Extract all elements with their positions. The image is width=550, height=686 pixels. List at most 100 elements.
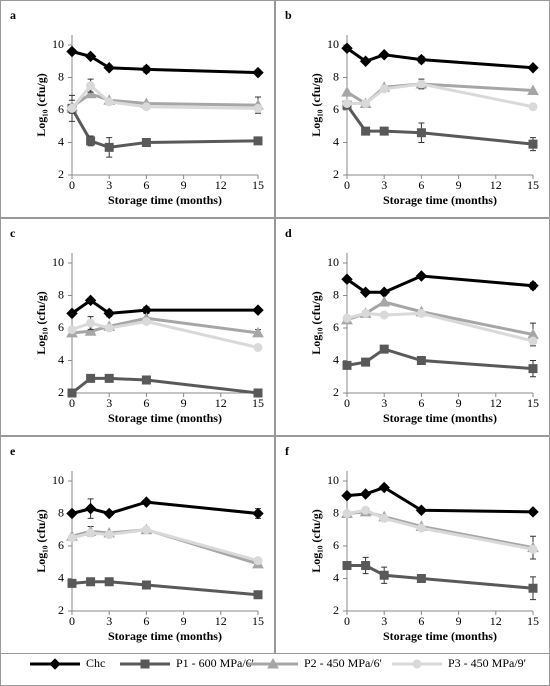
x-tick-label: 0 [69, 396, 75, 410]
marker [66, 307, 78, 320]
x-tick-label: 6 [418, 614, 424, 628]
marker [415, 270, 428, 282]
x-tick-label: 9 [456, 614, 462, 628]
marker [253, 388, 263, 398]
marker [104, 142, 114, 152]
marker [379, 126, 389, 136]
marker [104, 323, 114, 333]
series-line [346, 510, 534, 550]
marker [361, 505, 371, 515]
series-line [346, 347, 534, 371]
marker [67, 103, 77, 113]
y-tick-label: 6 [58, 102, 64, 116]
marker [378, 295, 391, 307]
marker [527, 506, 539, 518]
marker [416, 523, 426, 533]
x-axis-label: Storage time (months) [108, 629, 222, 643]
marker [361, 99, 371, 108]
panel: 2 4 6 8 10 0 3 6 9 12 15 Storage time (months) Log₁₀… [0, 436, 275, 654]
marker [379, 84, 389, 94]
y-tick-label: 8 [333, 69, 339, 83]
series-line [71, 376, 259, 395]
x-tick-label: 15 [527, 178, 539, 192]
marker [528, 139, 538, 149]
y-tick-label: 10 [327, 37, 339, 51]
marker [84, 325, 97, 336]
panel-border [0, 436, 275, 654]
y-tick-label: 6 [333, 320, 339, 334]
x-tick-label: 0 [69, 614, 75, 628]
panel-label: a [10, 8, 16, 22]
marker [252, 304, 264, 316]
marker [342, 313, 352, 323]
marker [67, 325, 77, 335]
x-tick-label: 12 [215, 178, 227, 192]
marker [341, 42, 353, 54]
marker [342, 99, 352, 108]
x-tick-label: 9 [456, 178, 462, 192]
marker [141, 375, 151, 385]
panel-label: b [285, 8, 292, 22]
panel-label: d [285, 226, 292, 240]
y-tick-label: 2 [333, 167, 339, 181]
legend-label: Chc [86, 656, 105, 670]
marker [342, 561, 352, 570]
marker [361, 561, 371, 570]
x-tick-label: 0 [344, 178, 350, 192]
y-tick-label: 4 [58, 352, 64, 366]
marker [415, 53, 428, 66]
marker [253, 590, 263, 600]
series-line [346, 311, 534, 343]
marker [341, 86, 353, 97]
legend-label: P3 - 450 MPa/9' [448, 656, 526, 670]
marker [379, 513, 389, 523]
marker [252, 326, 264, 338]
legend-label: P2 - 450 MPa/6' [304, 656, 382, 670]
panel-border [0, 0, 275, 218]
marker [86, 136, 96, 146]
legend-label: P1 - 600 MPa/6' [176, 656, 254, 670]
series-line [71, 500, 259, 516]
panel-label: c [10, 226, 16, 240]
x-tick-label: 3 [106, 614, 112, 628]
x-axis-label: Storage time (months) [108, 193, 222, 207]
y-tick-label: 4 [333, 134, 339, 148]
y-tick-label: 2 [58, 167, 64, 181]
marker [416, 128, 426, 138]
x-axis-label: Storage time (months) [383, 629, 497, 643]
x-axis-label: Storage time (months) [108, 411, 222, 425]
x-tick-label: 3 [381, 396, 387, 410]
marker [342, 360, 352, 370]
marker [379, 344, 389, 354]
y-tick-label: 10 [327, 473, 339, 487]
marker [104, 97, 114, 107]
marker [527, 84, 539, 95]
series-line [71, 298, 258, 315]
y-tick-label: 10 [327, 255, 339, 269]
marker [141, 525, 151, 535]
y-axis-label: Log₁₀ (cfu/g) [309, 73, 323, 137]
y-tick-label: 8 [333, 287, 339, 301]
panel: 2 4 6 8 10 0 3 6 9 12 15 Storage time (months) Log₁₀… [0, 218, 275, 436]
marker [67, 578, 77, 588]
x-tick-label: 9 [456, 396, 462, 410]
marker [104, 577, 114, 587]
series-line [347, 564, 534, 590]
panel: 2 4 6 8 10 0 3 6 9 12 15 Storage time (months) Log₁₀… [275, 0, 550, 218]
y-tick-label: 4 [58, 134, 64, 148]
marker [342, 509, 352, 518]
y-tick-label: 2 [58, 603, 64, 617]
marker [267, 657, 279, 669]
marker [141, 138, 151, 147]
x-tick-label: 6 [143, 178, 149, 192]
x-tick-label: 15 [252, 614, 264, 628]
marker [527, 280, 539, 292]
marker [66, 507, 78, 520]
marker [378, 481, 390, 494]
x-tick-label: 12 [490, 178, 502, 192]
marker [103, 62, 115, 74]
marker [86, 81, 96, 91]
marker [104, 373, 114, 383]
marker [379, 570, 389, 580]
